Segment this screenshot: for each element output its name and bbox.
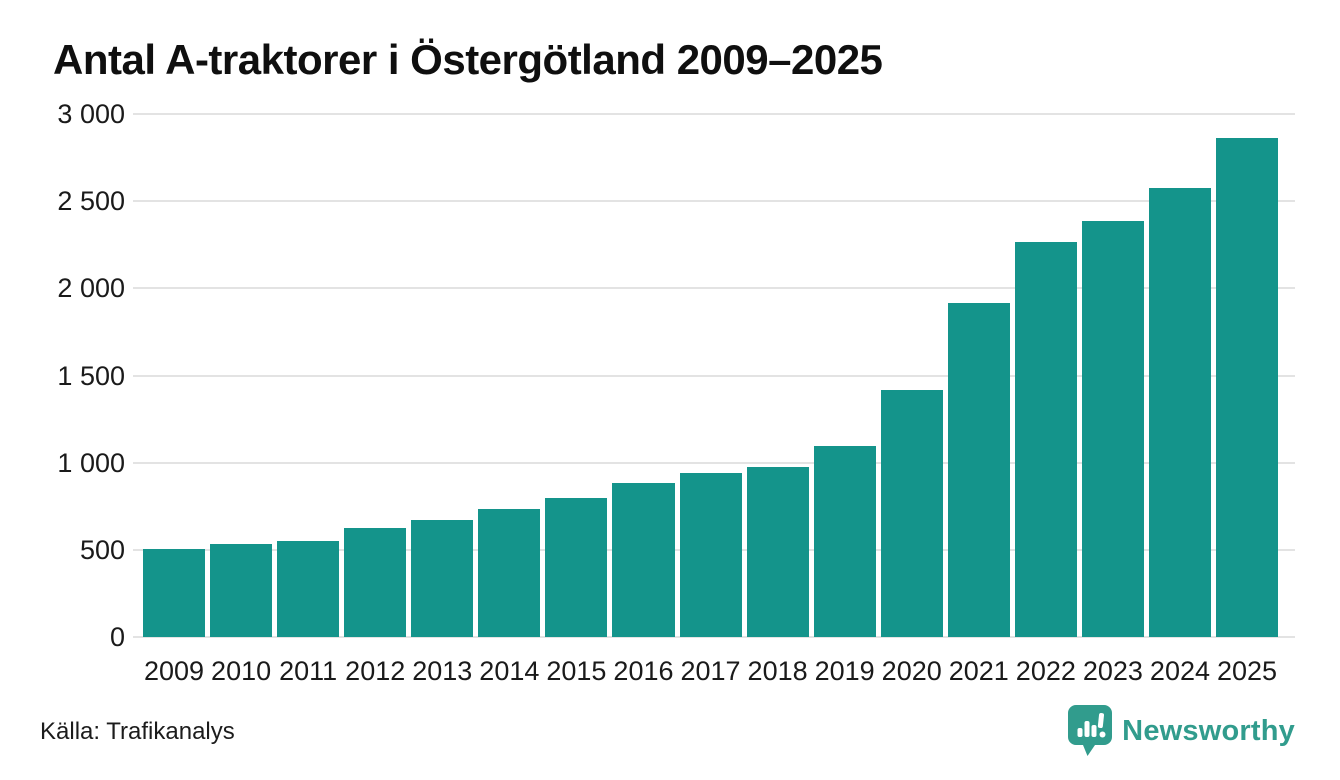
x-axis-label-2015: 2015 <box>546 656 607 686</box>
bar-2011 <box>277 540 340 637</box>
bar-2010 <box>210 544 273 637</box>
x-axis-label-2014: 2014 <box>479 656 540 686</box>
bar-series <box>143 114 1279 637</box>
x-axis-label-2010: 2010 <box>211 656 272 686</box>
x-axis-label-2018: 2018 <box>747 656 808 686</box>
x-axis: 2009 2010 2011 2012 2013 2014 2015 2016 2017 2018… <box>143 651 1278 691</box>
x-axis-label-2012: 2012 <box>345 656 406 686</box>
x-axis-label-2025: 2025 <box>1216 656 1278 686</box>
gridline-0 <box>133 636 1295 638</box>
y-tick-label-3000: 3 000 <box>57 99 125 129</box>
bar-2020 <box>880 389 943 637</box>
bar-2018 <box>746 466 809 637</box>
newsworthy-logo-icon <box>1068 705 1113 756</box>
gridline-2000 <box>133 287 1295 290</box>
x-axis-label-2013: 2013 <box>412 656 473 686</box>
bar-2023 <box>1081 221 1144 637</box>
bar-2024 <box>1148 187 1211 637</box>
newsworthy-brand-link[interactable]: Newsworthy <box>1067 704 1295 758</box>
gridline-1000 <box>133 461 1295 464</box>
bar-2019 <box>813 446 876 637</box>
y-tick-label-1000: 1 000 <box>57 447 125 478</box>
bar-2022 <box>1014 241 1077 637</box>
x-axis-label-2017: 2017 <box>680 656 741 686</box>
bar-2025 <box>1216 137 1279 637</box>
source-note: Källa: Trafikanalys <box>40 718 235 745</box>
x-axis-label-2023: 2023 <box>1082 656 1143 686</box>
bar-2013 <box>411 520 474 637</box>
y-tick-label-0: 0 <box>109 622 125 652</box>
plot-area: 0 500 1 000 1 500 2 000 2 500 3 000 2009 2010 20… <box>57 100 1295 686</box>
x-axis-label-2024: 2024 <box>1149 656 1210 686</box>
x-axis-label-2020: 2020 <box>881 656 942 686</box>
bar-2014 <box>478 509 541 637</box>
bar-2021 <box>947 302 1010 637</box>
x-axis-label-2022: 2022 <box>1015 656 1076 686</box>
y-tick-label-2500: 2 500 <box>57 186 125 217</box>
gridline-3000 <box>133 113 1295 115</box>
y-tick-label-2000: 2 000 <box>57 273 125 304</box>
x-axis-label-2019: 2019 <box>814 656 875 686</box>
chart-title: Antal A-traktorer i Östergötland 2009–20… <box>53 36 883 83</box>
bar-2015 <box>545 498 608 637</box>
gridline-1500 <box>133 374 1295 377</box>
x-axis-label-2016: 2016 <box>613 656 674 686</box>
y-tick-label-1500: 1 500 <box>57 360 125 391</box>
x-axis-label-2009: 2009 <box>143 656 205 686</box>
gridline-2500 <box>133 200 1295 203</box>
bar-2009 <box>143 548 206 637</box>
x-axis-label-2011: 2011 <box>279 656 338 686</box>
y-tick-label-500: 500 <box>79 534 125 565</box>
bar-2017 <box>679 472 742 637</box>
x-axis-label-2021: 2021 <box>948 656 1009 686</box>
brand-name: Newsworthy <box>1122 714 1295 747</box>
bar-2012 <box>344 528 407 637</box>
bar-2016 <box>612 483 675 637</box>
